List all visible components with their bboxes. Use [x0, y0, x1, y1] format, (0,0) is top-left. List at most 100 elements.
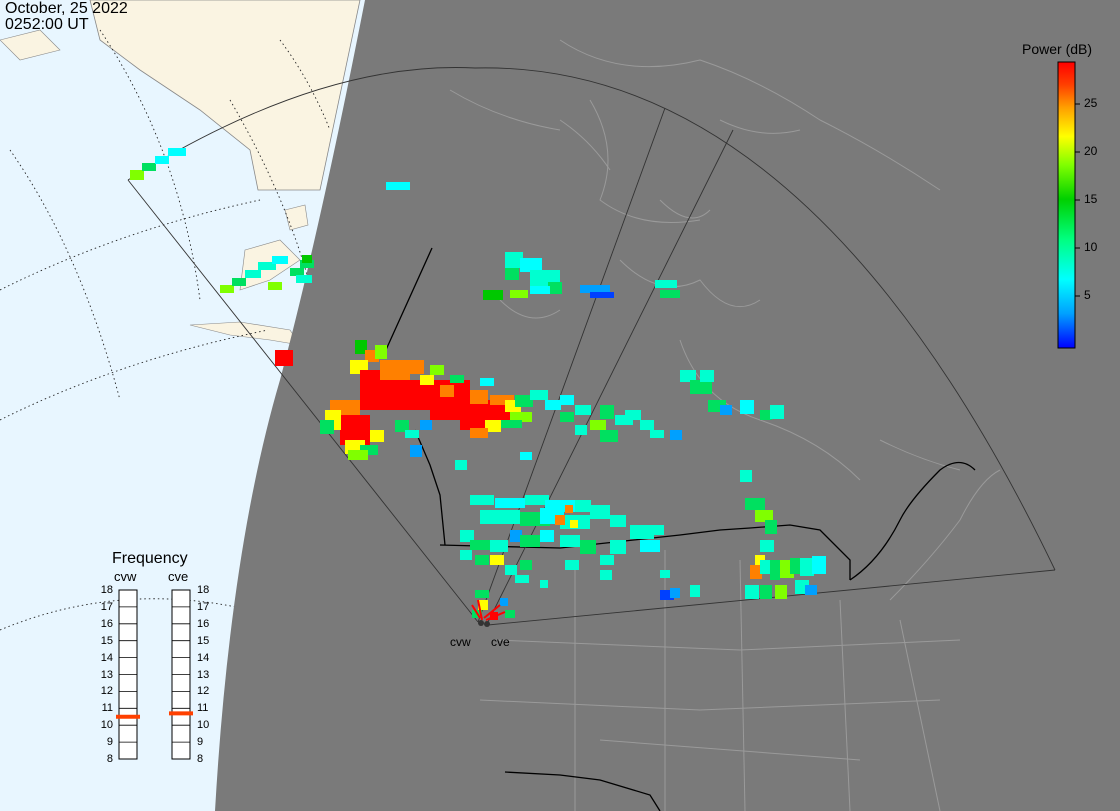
backscatter-cell	[560, 395, 574, 405]
backscatter-cell	[515, 395, 533, 407]
time-label: 0252:00 UT	[5, 16, 89, 33]
frequency-scale-label: 18	[197, 584, 210, 596]
frequency-scale-label: 17	[197, 600, 210, 613]
backscatter-cell	[480, 378, 494, 386]
backscatter-cell	[590, 292, 614, 298]
colorbar-ticks	[1075, 103, 1080, 297]
backscatter-cell	[775, 585, 787, 599]
backscatter-cell	[750, 565, 762, 579]
backscatter-cell	[740, 400, 754, 414]
backscatter-cell	[660, 290, 680, 298]
colorbar-tick: 5	[1084, 288, 1091, 302]
backscatter-cell	[505, 610, 515, 618]
backscatter-cell	[610, 540, 626, 554]
backscatter-cell	[232, 278, 246, 286]
backscatter-cell	[600, 405, 614, 419]
colorbar-tick: 25	[1084, 96, 1098, 110]
night-region	[215, 0, 1120, 811]
backscatter-cell	[410, 360, 424, 374]
backscatter-cell	[812, 556, 826, 574]
backscatter-cell	[480, 510, 520, 524]
backscatter-cell	[520, 258, 542, 272]
backscatter-cell	[655, 280, 677, 288]
colorbar	[1057, 61, 1076, 349]
backscatter-cell	[360, 445, 378, 455]
frequency-scale-label: 12	[197, 685, 210, 698]
backscatter-cell	[555, 515, 565, 525]
near-range-vector	[477, 599, 483, 621]
backscatter-cell	[478, 600, 488, 610]
backscatter-cell	[142, 163, 156, 171]
backscatter-cell	[490, 540, 508, 552]
backscatter-cell	[700, 370, 714, 382]
backscatter-cell	[395, 420, 409, 432]
frequency-scale-label: 12	[100, 685, 113, 698]
island-land	[284, 204, 309, 231]
backscatter-cell	[420, 420, 432, 430]
backscatter-cell	[268, 282, 282, 290]
backscatter-cell	[490, 555, 504, 565]
backscatter-cell	[348, 450, 368, 460]
backscatter-cell	[505, 565, 517, 575]
frequency-gauges	[116, 589, 193, 760]
backscatter-cell	[745, 498, 765, 510]
backscatter-cell	[455, 460, 467, 470]
backscatter-cell	[470, 390, 488, 404]
frequency-scale-label: 9	[106, 736, 113, 749]
backscatter-cell	[690, 585, 700, 597]
backscatter-cell	[405, 430, 419, 438]
frequency-scale-label: 15	[197, 634, 210, 647]
backscatter-cell	[765, 520, 777, 534]
backscatter-cell	[800, 558, 814, 576]
backscatter-cell	[220, 285, 234, 293]
radar-name-cvw: cvw	[114, 569, 137, 584]
backscatter-cell	[155, 156, 169, 164]
backscatter-cell	[470, 495, 494, 505]
backscatter-cell	[805, 585, 817, 595]
backscatter-cell	[575, 405, 591, 415]
backscatter-cell	[470, 428, 488, 438]
siberia-land	[0, 29, 61, 61]
date-label: October, 25 2022	[5, 0, 128, 17]
frequency-scale-label: 16	[197, 617, 210, 630]
frequency-scale-label: 14	[100, 651, 113, 664]
frequency-marker-cvw	[116, 714, 140, 719]
frequency-scale-label: 10	[197, 719, 210, 732]
backscatter-cell	[740, 470, 752, 482]
backscatter-cell	[505, 268, 519, 280]
backscatter-cell	[420, 375, 434, 385]
backscatter-cell	[770, 560, 780, 580]
alaska-land	[89, 0, 361, 191]
colorbar-tick: 10	[1084, 240, 1098, 254]
backscatter-cell	[670, 588, 680, 598]
backscatter-cell	[520, 535, 540, 547]
frequency-scale-label: 13	[197, 668, 210, 681]
backscatter-cell	[510, 412, 532, 422]
backscatter-cell	[640, 420, 654, 430]
backscatter-cell	[485, 420, 501, 432]
near-range-vector	[483, 604, 501, 619]
frequency-scale-label: 14	[197, 651, 210, 664]
backscatter-cell	[670, 430, 682, 440]
backscatter-cell	[580, 540, 596, 554]
frequency-scale-label: 8	[197, 753, 204, 765]
backscatter-cell	[650, 430, 664, 438]
backscatter-cell	[720, 405, 732, 415]
backscatter-cell	[510, 290, 528, 298]
backscatter-cell	[615, 415, 633, 425]
backscatter-cell	[690, 380, 712, 394]
frequency-scale-label: 16	[100, 617, 113, 630]
frequency-scale-label: 18	[100, 584, 113, 596]
backscatter-cell	[545, 400, 561, 410]
backscatter-cell	[548, 282, 562, 294]
backscatter-cell	[355, 340, 367, 354]
backscatter-cell	[600, 555, 614, 565]
backscatter-cell	[302, 255, 312, 263]
backscatter-cell	[650, 525, 664, 535]
backscatter-cell	[610, 515, 626, 527]
backscatter-cell	[410, 445, 422, 457]
backscatter-cell	[525, 495, 549, 505]
backscatter-cell	[296, 275, 312, 283]
